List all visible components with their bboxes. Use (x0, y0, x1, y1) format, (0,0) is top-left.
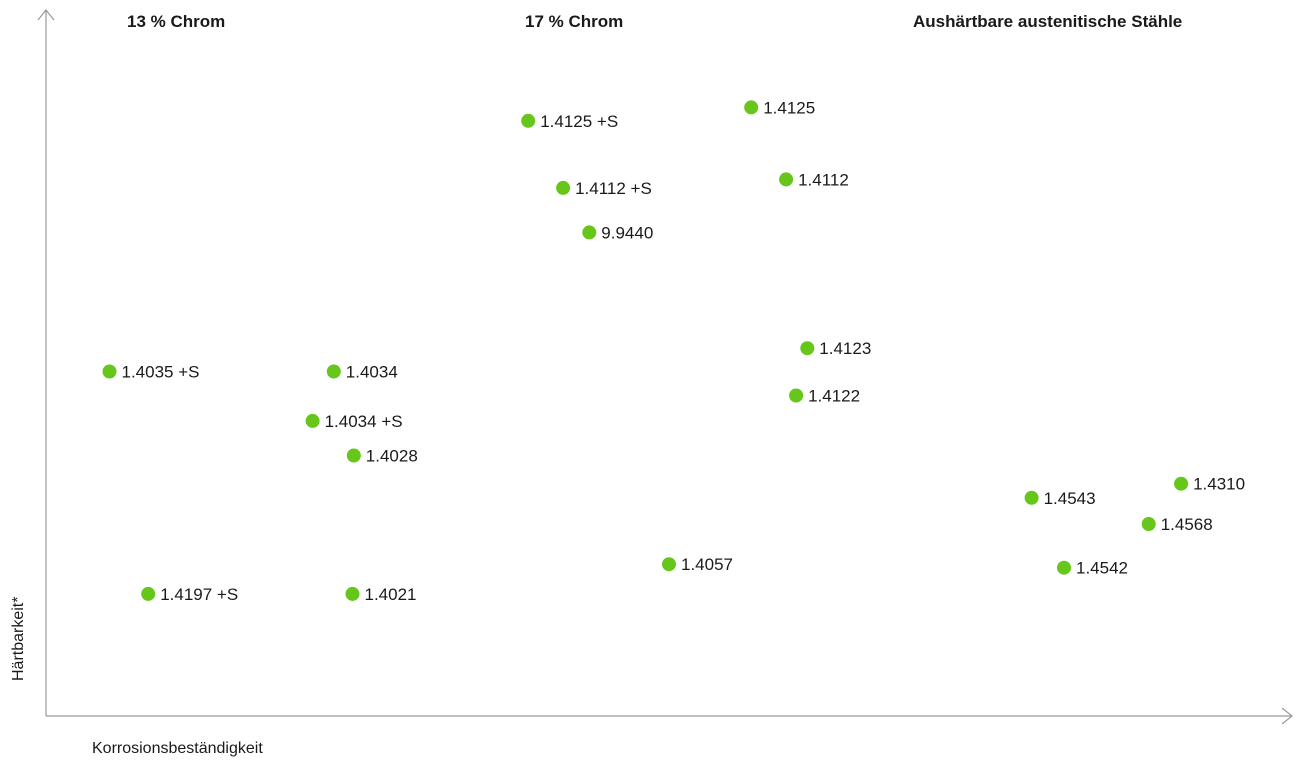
data-point (141, 586, 156, 601)
data-points: 1.4125 +S 1.4125 1.4112 1.4112 +S 9.9440 1.41… (102, 98, 1245, 604)
data-point (789, 388, 804, 403)
data-point (102, 364, 117, 379)
data-point-label: 1.4021 (365, 585, 417, 604)
data-point-label: 1.4310 (1193, 475, 1245, 494)
data-point (1024, 490, 1039, 505)
group-title-13-chrom: 13 % Chrom (127, 12, 226, 31)
data-point (521, 113, 536, 128)
group-title-17-chrom: 17 % Chrom (525, 12, 624, 31)
data-point (662, 557, 676, 572)
data-point-label: 1.4542 (1076, 559, 1128, 578)
data-point-label: 1.4543 (1044, 489, 1096, 508)
data-point-label: 1.4057 (681, 555, 733, 574)
data-point-label: 1.4197 +S (160, 585, 238, 604)
data-point-label: 1.4028 (366, 447, 418, 466)
x-axis-arrowhead (1281, 707, 1293, 725)
data-point (1141, 517, 1156, 531)
axes (37, 9, 1293, 725)
data-point (346, 448, 361, 463)
data-point-label: 1.4568 (1161, 515, 1213, 534)
data-point (1057, 560, 1071, 575)
data-point-label: 1.4123 (819, 339, 871, 358)
data-point-label: 1.4122 (808, 387, 860, 406)
data-point-label: 1.4034 (346, 363, 398, 382)
x-axis-label: Korrosionsbeständigkeit (92, 740, 263, 757)
data-point-label: 9.9440 (601, 223, 653, 242)
data-point (800, 341, 815, 356)
data-point-label: 1.4034 +S (325, 412, 403, 431)
data-point (1174, 476, 1189, 491)
data-point (779, 172, 794, 187)
group-title-austenitic: Aushärtbare austenitische Stähle (913, 12, 1183, 31)
data-point (556, 180, 571, 195)
y-axis-arrowhead (37, 9, 55, 21)
y-axis-label: Härtbarkeit* (10, 596, 27, 681)
data-point-label: 1.4035 +S (122, 363, 200, 382)
data-point (345, 586, 360, 601)
data-point (744, 100, 759, 115)
data-point-label: 1.4125 +S (540, 112, 618, 131)
data-point-label: 1.4125 (763, 98, 815, 117)
data-point-label: 1.4112 +S (575, 179, 652, 198)
data-point (305, 413, 320, 428)
data-point (582, 225, 597, 240)
data-point (326, 364, 341, 379)
data-point-label: 1.4112 (798, 170, 849, 189)
